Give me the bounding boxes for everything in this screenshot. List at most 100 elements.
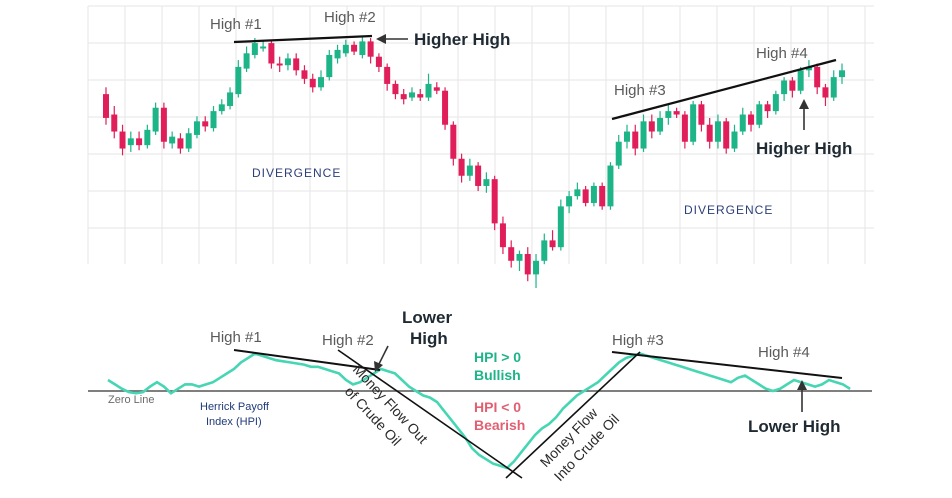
label-high1-bottom: High #1	[210, 329, 262, 346]
candle-body-bearish	[632, 131, 639, 149]
candle	[499, 216, 506, 254]
label-hpi-name-2: Index (HPI)	[206, 416, 262, 428]
label-higher-high-top: Higher High	[414, 30, 510, 49]
candle-body-bullish	[466, 165, 473, 176]
candle-body-bullish	[185, 133, 192, 149]
candle-body-bearish	[814, 66, 821, 88]
candle	[541, 233, 548, 265]
candle	[235, 60, 242, 98]
candle-body-bearish	[822, 87, 829, 98]
candle	[417, 89, 424, 101]
candle-body-bullish	[251, 43, 258, 56]
candle	[318, 70, 325, 91]
candle	[723, 117, 730, 154]
candle-body-bullish	[483, 179, 490, 186]
candle	[797, 66, 804, 95]
candle	[326, 49, 333, 81]
candle	[830, 70, 837, 101]
candle-body-bullish	[243, 53, 250, 69]
label-lower-high-line2: High	[410, 329, 448, 348]
candle-body-bullish	[144, 129, 151, 146]
candle-body-bullish	[623, 131, 630, 142]
candle-body-bearish	[458, 158, 465, 176]
candle-body-bullish	[839, 70, 845, 78]
candle-body-bullish	[781, 80, 788, 95]
candle-body-bullish	[284, 58, 291, 66]
candle	[508, 240, 515, 268]
candle-body-bullish	[218, 104, 225, 112]
label-higher-high-right: Higher High	[756, 139, 852, 158]
candle	[442, 87, 449, 130]
candle-body-bearish	[202, 121, 209, 127]
candle	[425, 73, 432, 101]
label-high4-bottom: High #4	[758, 344, 810, 361]
candle-body-bearish	[789, 80, 796, 91]
candle	[706, 117, 713, 149]
candle	[582, 185, 589, 207]
candle-body-bullish	[640, 121, 647, 149]
candle	[714, 114, 721, 149]
candle-body-bearish	[549, 240, 556, 248]
candle-body-bearish	[706, 124, 713, 142]
candle	[805, 60, 812, 78]
candle	[227, 87, 234, 110]
candle-body-bullish	[615, 141, 622, 166]
candle-body-bearish	[400, 94, 407, 100]
candle-body-bearish	[119, 131, 126, 149]
trendline-money-in	[505, 351, 641, 479]
candle-body-bullish	[334, 49, 341, 59]
candle	[698, 100, 705, 132]
candle-body-bullish	[805, 66, 812, 71]
price-panel: High #1 High #2 Higher High DIVERGENCE H…	[87, 5, 874, 288]
label-hpi-name-1: Herrick Payoff	[200, 401, 270, 413]
candle-body-bearish	[392, 83, 399, 95]
label-high2-bottom: High #2	[322, 332, 374, 349]
candle-body-bearish	[764, 104, 771, 112]
candle	[590, 182, 597, 207]
candle-body-bearish	[301, 70, 308, 79]
candle	[566, 191, 573, 214]
arrow-higher-high-top	[376, 34, 408, 44]
label-lower-high-line1: Lower	[402, 308, 452, 327]
label-high3-top: High #3	[614, 82, 666, 99]
candle-body-bearish	[648, 121, 655, 132]
candle-body-bullish	[714, 121, 721, 142]
candle-body-bearish	[508, 247, 515, 261]
candle	[839, 63, 845, 84]
arrow-lower-high-bottom-right	[797, 380, 807, 412]
arrow-higher-high-right	[799, 99, 809, 130]
candle	[218, 99, 225, 115]
candle	[103, 87, 109, 125]
candle	[144, 124, 151, 149]
candle-body-bearish	[375, 56, 382, 67]
candle-body-bearish	[268, 43, 275, 64]
candle	[268, 39, 275, 69]
candle	[185, 128, 192, 152]
candle	[342, 39, 349, 57]
candle-body-bearish	[417, 94, 424, 98]
candle	[160, 102, 167, 149]
candle-body-bearish	[599, 185, 606, 207]
hpi-line-light	[107, 352, 851, 470]
label-zero-line: Zero Line	[108, 394, 154, 406]
candle-body-bullish	[169, 136, 176, 144]
candle-body-bearish	[450, 124, 457, 159]
candle	[475, 162, 482, 192]
candle	[516, 250, 523, 271]
candle-body-bullish	[772, 94, 779, 112]
candle-body-bearish	[136, 138, 143, 146]
candle-body-bearish	[293, 58, 300, 71]
candle	[210, 106, 217, 132]
candle-body-bearish	[433, 87, 440, 91]
candle-body-bullish	[590, 185, 597, 203]
label-high2-top: High #2	[324, 9, 376, 26]
candle-body-bearish	[111, 114, 118, 132]
candle	[400, 89, 407, 105]
candle-body-bullish	[739, 114, 746, 132]
candle-body-bullish	[830, 77, 837, 98]
candle	[450, 121, 457, 166]
candle-body-bullish	[566, 196, 573, 207]
candle	[359, 36, 366, 59]
candle-body-bearish	[524, 253, 531, 275]
indicator-panel: High #1 High #2 Lower High HPI > 0 Bulli…	[88, 308, 872, 484]
